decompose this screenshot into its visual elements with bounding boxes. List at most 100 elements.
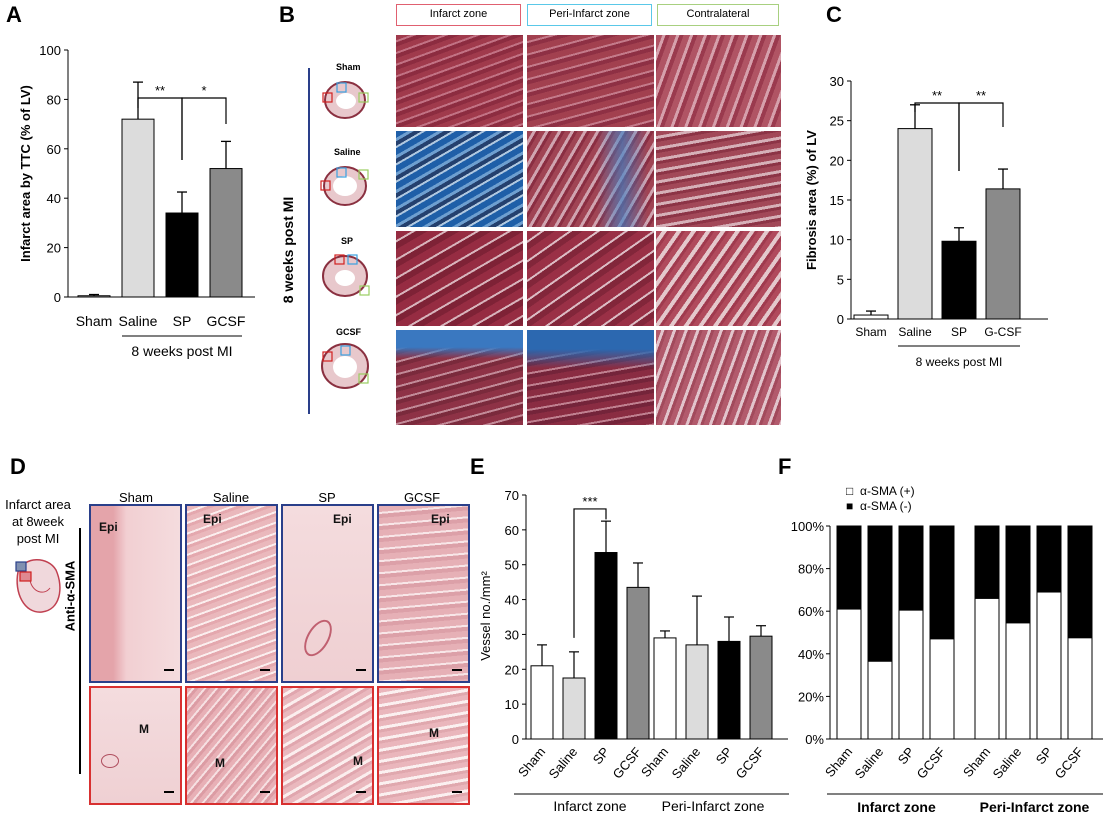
fibrosis-area-chart: 0 5 10 15 20 25 30 Sham Saline SP G-CSF 8 weeks pos… (804, 74, 1048, 369)
panel-b-side-label: 8 weeks post MI (280, 196, 296, 304)
heart-section-thumbnail-d (15, 559, 61, 613)
y-tick-label: 70 (505, 488, 519, 503)
category-label: Saline (546, 744, 581, 781)
scale-bar (260, 669, 270, 671)
heart-section-saline (320, 166, 369, 206)
bar-positive-sham (836, 608, 862, 740)
panel-c-label: C (826, 2, 842, 27)
y-tick-label: 100% (791, 519, 825, 534)
vessel-shape (101, 754, 119, 768)
category-label: Sham (638, 744, 671, 780)
y-tick-label: 40% (798, 647, 824, 662)
y-tick-label: 60 (47, 142, 61, 157)
col-header-sp: SP (318, 490, 336, 505)
category-label: GCSF (1052, 744, 1087, 781)
bar-negative-saline (1005, 525, 1031, 624)
y-tick-label: 20 (830, 153, 844, 168)
micrograph-gcsf-infarct (396, 330, 523, 425)
bar-sp (594, 552, 618, 740)
heart-section-sp (322, 254, 370, 297)
heart-section-gcsf (321, 343, 369, 389)
sma-stacked-chart: 0% 20% 40% 60% 80% 100% □ α-SMA (+) ■ α-SMA (-) Sh… (791, 484, 1103, 815)
y-axis-label: Vessel no./mm² (478, 571, 493, 661)
y-tick-label: 10 (505, 697, 519, 712)
y-tick-label: 60% (798, 604, 824, 619)
y-tick-label: 100 (39, 43, 61, 58)
bar-negative-gcsf (929, 525, 955, 640)
y-tick-label: 5 (837, 272, 844, 287)
bar-saline (897, 128, 933, 320)
row-label-sham: Sham (336, 62, 361, 72)
bar-negative-sp (898, 525, 924, 611)
y-tick-label: 20 (47, 241, 61, 256)
y-tick-label: 0 (837, 312, 844, 327)
micrograph-saline-contra (656, 131, 781, 227)
scale-bar (356, 791, 366, 793)
sma-micrograph-saline-epi: Epi (185, 504, 278, 683)
micrograph-sp-infarct (396, 231, 523, 326)
col-header-gcsf: GCSF (403, 490, 441, 505)
scale-bar (452, 791, 462, 793)
m-label: M (215, 756, 225, 770)
significance-label: *** (582, 494, 597, 509)
bar-negative-sp (1036, 525, 1062, 593)
group-label: 8 weeks post MI (916, 355, 1003, 369)
row-label-gcsf: GCSF (336, 327, 362, 337)
legend-label: α-SMA (+) (860, 484, 915, 498)
bar-saline (121, 118, 155, 298)
epi-label: Epi (333, 512, 352, 526)
zone-header-infarct: Infarct zone (396, 4, 521, 26)
significance-bracket (573, 508, 607, 638)
m-label: M (429, 726, 439, 740)
panel-d-stain-label: Anti-α-SMA (62, 560, 78, 632)
category-label: Saline (119, 313, 158, 329)
y-tick-label: 20% (798, 689, 824, 704)
category-label: SP (951, 325, 967, 339)
group-label: Infarct zone (857, 799, 936, 815)
y-axis-label: Infarct area by TTC (% of LV) (18, 85, 33, 262)
y-tick-label: 15 (830, 193, 844, 208)
sma-micrograph-sham-m: M (89, 686, 182, 805)
micrograph-sp-contra (656, 231, 781, 326)
micrograph-saline-infarct (396, 131, 523, 227)
scale-bar (356, 669, 366, 671)
bar-gcsf (209, 168, 243, 298)
panel-d-label: D (10, 454, 26, 479)
bar-sp (165, 212, 199, 298)
category-label: SP (1033, 744, 1056, 767)
panel-b-bracket (308, 68, 310, 414)
group-label: Infarct zone (553, 798, 626, 814)
category-label: SP (590, 744, 613, 767)
category-label: Sham (960, 744, 993, 780)
y-tick-label: 40 (505, 593, 519, 608)
m-label: M (353, 754, 363, 768)
panel-d-side-title: Infarct area at 8week post MI (5, 497, 71, 546)
sma-micrograph-gcsf-epi: Epi (377, 504, 470, 683)
bar-saline (562, 677, 586, 740)
y-tick-label: 80% (798, 562, 824, 577)
category-label: Sham (822, 744, 855, 780)
bar-saline (685, 644, 709, 740)
micrograph-sham-peri (527, 35, 654, 127)
category-label: Saline (669, 744, 704, 781)
y-tick-label: 0 (54, 290, 61, 305)
sma-micrograph-gcsf-m: M (377, 686, 470, 805)
significance-label: * (201, 83, 206, 98)
significance-label: ** (976, 88, 986, 103)
bar-gcsf (626, 586, 650, 740)
micrograph-gcsf-peri (527, 330, 654, 425)
heart-section-thumbnails (320, 81, 370, 389)
sma-micrograph-sp-epi: Epi (281, 504, 374, 683)
col-header-saline: Saline (212, 490, 250, 505)
bar-sham (853, 314, 889, 320)
y-tick-label: 40 (47, 191, 61, 206)
panel-e-label: E (470, 454, 485, 479)
bar-negative-sham (836, 525, 862, 610)
y-tick-label: 50 (505, 558, 519, 573)
bar-negative-gcsf (1067, 525, 1093, 639)
micrograph-sham-contra (656, 35, 781, 127)
bar-g-csf (985, 188, 1021, 320)
sma-micrograph-saline-m: M (185, 686, 278, 805)
scale-bar (260, 791, 270, 793)
